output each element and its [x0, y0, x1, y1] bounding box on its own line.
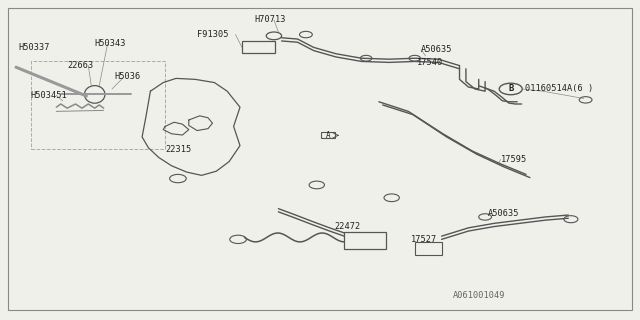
Text: A50635: A50635: [421, 45, 452, 54]
Text: H5036: H5036: [114, 72, 140, 81]
Text: H50343: H50343: [95, 39, 126, 48]
Text: H50337: H50337: [18, 43, 49, 52]
Text: 22315: 22315: [165, 145, 191, 154]
Text: A: A: [326, 131, 331, 140]
Text: F91305: F91305: [197, 30, 228, 39]
Bar: [31, 61, 165, 149]
Text: 22663: 22663: [67, 61, 93, 70]
Text: H70713: H70713: [255, 15, 286, 24]
Text: A061001049: A061001049: [453, 291, 506, 300]
Text: H503451: H503451: [31, 91, 67, 100]
Text: 17595: 17595: [500, 155, 527, 164]
Bar: [415, 242, 442, 255]
Bar: [242, 41, 275, 53]
Text: 01160514A(6 ): 01160514A(6 ): [525, 84, 593, 93]
Bar: [321, 132, 335, 138]
Text: 17540: 17540: [417, 58, 444, 67]
Text: B: B: [508, 84, 513, 93]
Bar: [344, 232, 386, 249]
Text: 17527: 17527: [411, 235, 437, 244]
Text: A50635: A50635: [488, 209, 519, 218]
Text: 22472: 22472: [334, 222, 360, 231]
